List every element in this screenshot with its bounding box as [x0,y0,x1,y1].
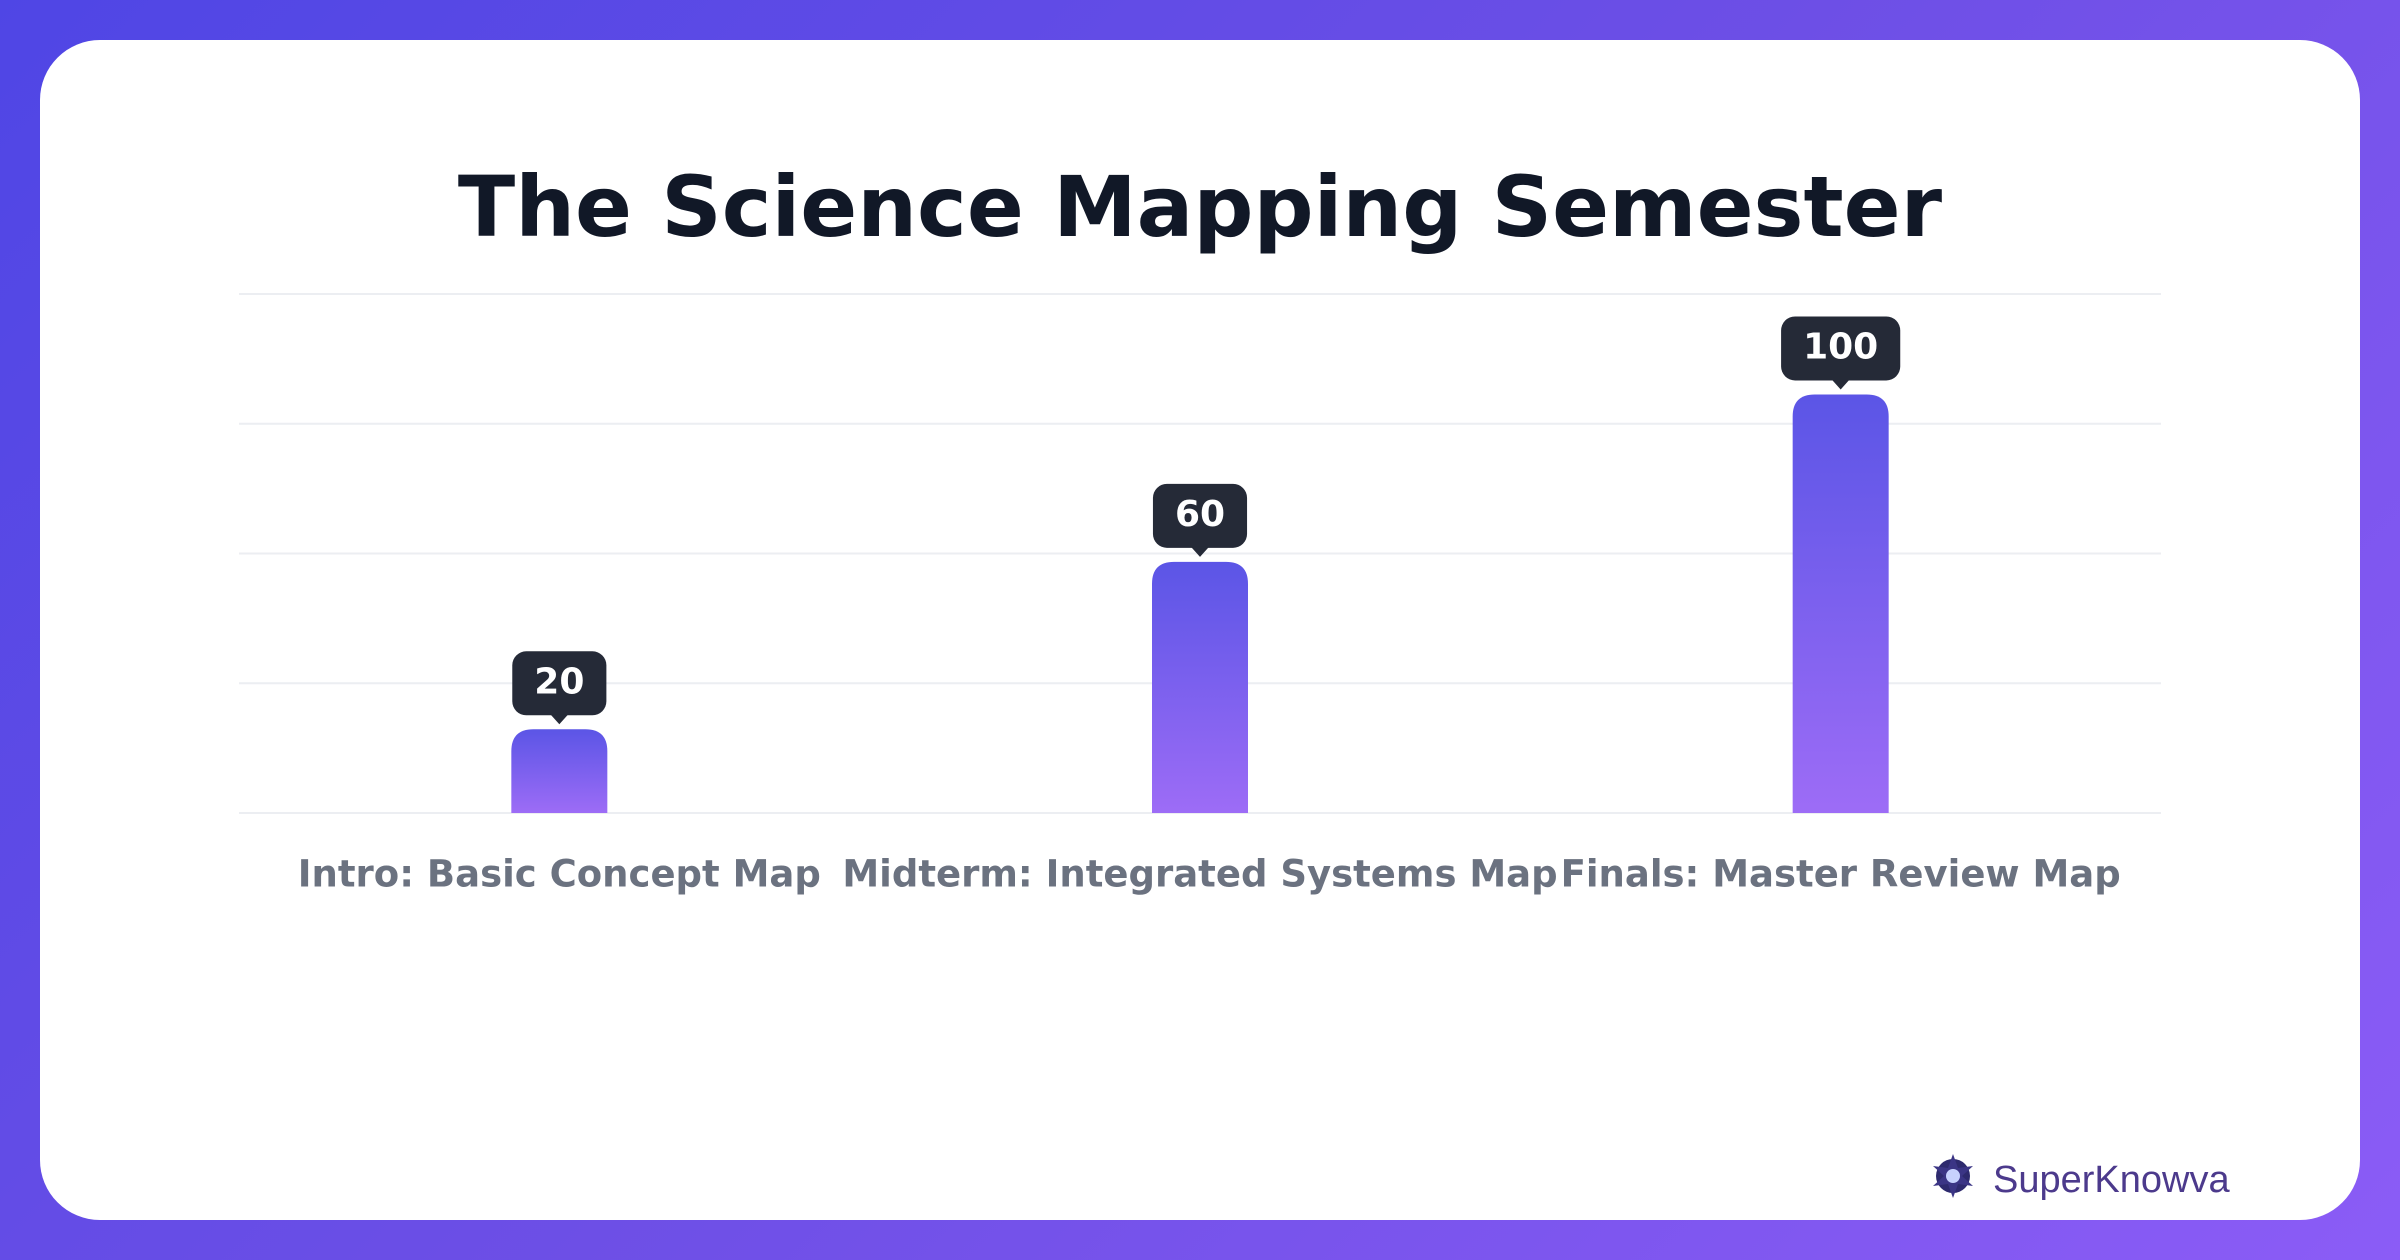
bar [1792,394,1889,813]
tooltip-pointer [550,714,569,725]
tooltip-box [1781,316,1901,381]
value-tooltip: 60 [1152,483,1248,557]
value-label: 60 [1175,494,1225,535]
chart-title: The Science Mapping Semester [458,158,1943,256]
value-label: 100 [1803,326,1878,367]
tooltip-box [512,651,607,716]
brand-logo [1933,1154,1973,1198]
value-tooltip: 20 [512,651,607,725]
tooltip-box [1152,483,1248,548]
tooltip-pointer [1191,546,1209,557]
value-label: 20 [534,661,584,702]
x-tick-label: Midterm: Integrated Systems Map [842,853,1557,896]
tooltip-pointer [1831,379,1850,390]
x-tick-label: Intro: Basic Concept Map [298,853,821,896]
value-tooltip: 100 [1781,316,1901,390]
bar [1152,561,1248,813]
bar [511,729,608,813]
x-tick-label: Finals: Master Review Map [1561,853,2121,896]
brand-name: SuperKnowva [1993,1159,2230,1201]
